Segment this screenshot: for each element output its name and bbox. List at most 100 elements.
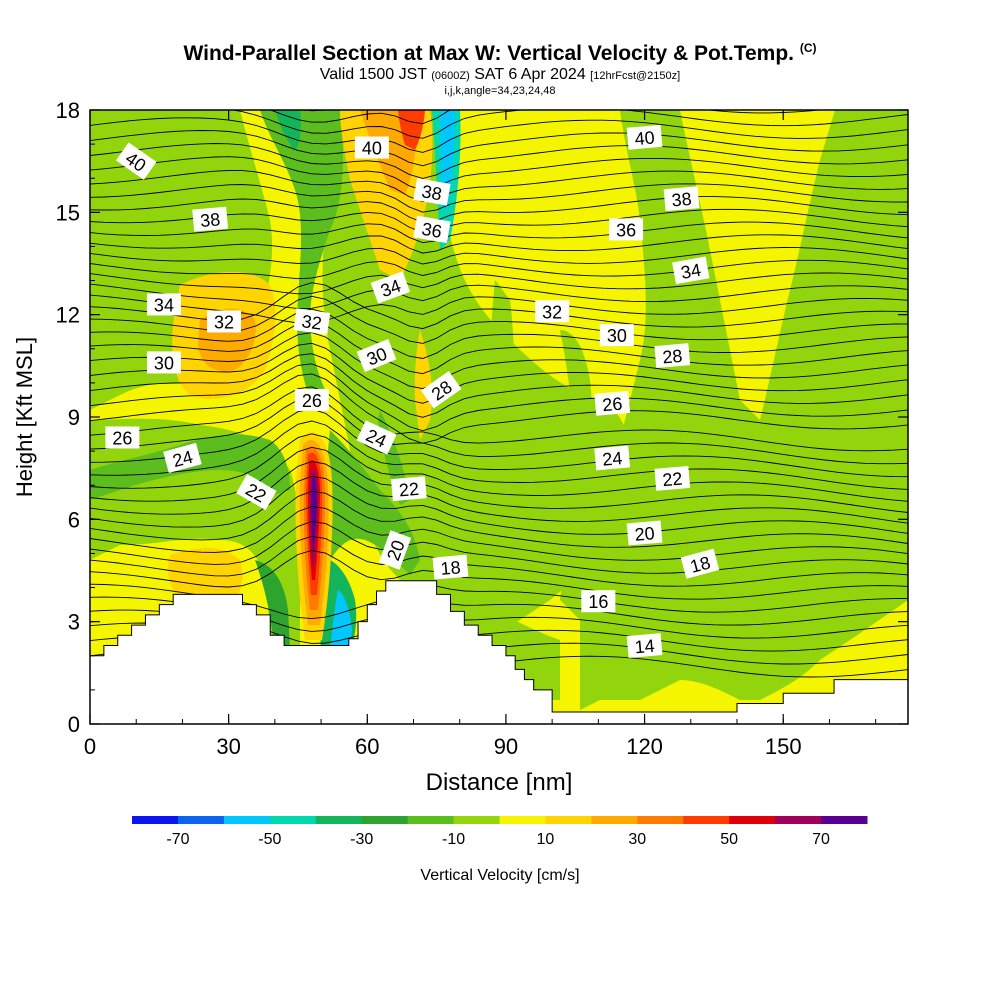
colorbar-swatch — [453, 816, 500, 824]
contour-label: 38 — [413, 178, 451, 206]
theta-contour-line — [90, 117, 908, 153]
colorbar-swatch — [315, 816, 363, 824]
theta-contour-line — [90, 461, 908, 524]
contour-label-text: 34 — [679, 260, 702, 283]
colorbar-tick-label: 30 — [628, 831, 646, 848]
contour-label-box — [420, 370, 462, 409]
x-tick-label: 90 — [494, 734, 518, 759]
colorbar-swatch — [545, 816, 592, 824]
colorbar-tick-label: -70 — [166, 831, 189, 848]
colorbar-label: Vertical Velocity [cm/s] — [420, 867, 579, 884]
colorbar-tick-label: -50 — [258, 831, 281, 848]
contour-label-text: 28 — [662, 346, 684, 368]
contour-label-text: 40 — [634, 127, 656, 149]
contour-label-box — [354, 136, 389, 159]
contour-label-box — [663, 186, 700, 212]
contour-label-box — [413, 215, 451, 244]
x-axis-label: Distance [nm] — [426, 769, 573, 796]
field-green-bottom-right — [460, 600, 560, 700]
contour-label: 36 — [609, 218, 644, 241]
contour-label-box — [609, 218, 644, 241]
contour-label-text: 26 — [302, 391, 322, 411]
theta-contour-line — [90, 550, 908, 600]
contour-label-box — [654, 465, 691, 491]
contour-label-text: 36 — [420, 219, 443, 242]
contour-label-box — [626, 520, 663, 546]
theta-contour-line — [90, 308, 908, 359]
theta-contour-line — [303, 110, 329, 112]
contour-label-text: 30 — [607, 326, 627, 346]
theta-contour-line — [90, 283, 908, 310]
contour-label-box — [192, 206, 229, 232]
contour-label-box — [581, 590, 616, 613]
contour-label: 20 — [626, 520, 663, 546]
contour-label-box — [413, 178, 451, 206]
theta-contour-line — [90, 535, 908, 587]
contour-label-text: 38 — [199, 209, 221, 231]
contour-label: 26 — [594, 390, 631, 416]
colorbar-swatch — [683, 816, 730, 824]
y-tick-label: 6 — [68, 507, 80, 532]
colorbar-swatch — [821, 816, 868, 824]
theta-contour-line — [90, 521, 908, 574]
field-medgreen-upper — [260, 110, 343, 400]
colorbar-tick-label: -10 — [442, 831, 465, 848]
copyright-mark: (C) — [799, 41, 817, 55]
colorbar-swatch — [407, 816, 455, 824]
contour-label-box — [356, 420, 397, 455]
x-tick-label: 60 — [355, 734, 379, 759]
contour-label: 30 — [599, 324, 634, 347]
theta-contour-line — [90, 408, 908, 478]
theta-contour-line — [90, 332, 908, 390]
colorbar-swatch — [729, 816, 776, 824]
field-cyan-lower — [330, 590, 352, 650]
colorbar-swatch — [269, 816, 317, 824]
contour-label-box — [680, 548, 720, 579]
contour-label: 34 — [672, 256, 710, 285]
contour-label-text: 24 — [601, 448, 623, 470]
contour-label: 26 — [294, 388, 329, 411]
x-tick-label: 0 — [84, 734, 96, 759]
contour-label: 34 — [146, 293, 181, 316]
contour-label-text: 16 — [588, 592, 608, 612]
theta-contour-line — [90, 363, 908, 432]
chart-subtitle: Valid 1500 JST (0600Z) SAT 6 Apr 2024 [1… — [319, 66, 681, 83]
contour-label-box — [626, 633, 663, 658]
contour-label-text: 26 — [112, 428, 132, 448]
contour-label: 36 — [413, 215, 451, 244]
contour-label-text: 14 — [634, 636, 656, 658]
contour-label-text: 30 — [154, 353, 174, 373]
contour-label-box — [370, 271, 411, 304]
contour-label: 24 — [594, 445, 631, 471]
contour-label: 14 — [626, 633, 663, 658]
contour-label-text: 18 — [440, 557, 462, 579]
field-darkgreen-upper — [275, 110, 301, 150]
contour-label-text: 36 — [616, 220, 636, 240]
contour-label-box — [626, 124, 663, 150]
contour-label-text: 32 — [214, 312, 234, 332]
contour-label-box — [599, 324, 634, 347]
contour-label: 22 — [390, 476, 427, 502]
contour-label-box — [115, 142, 157, 180]
theta-contour-line — [90, 143, 908, 179]
contour-label-box — [594, 445, 631, 471]
contour-label-box — [594, 390, 631, 416]
colorbar: -70 -50 -30 -10 10 30 50 70 — [132, 816, 868, 848]
theta-contour-line — [90, 196, 908, 223]
colorbar-swatch — [499, 816, 546, 824]
contour-label-box — [390, 476, 427, 502]
contour-label-box — [293, 308, 331, 335]
contour-label-text: 32 — [300, 311, 323, 334]
contour-label-box — [654, 343, 691, 369]
contour-label: 18 — [680, 548, 720, 579]
contour-label: 38 — [663, 186, 700, 212]
y-tick-label: 0 — [68, 712, 80, 737]
theta-contour-line — [90, 342, 908, 404]
theta-contour-line — [90, 373, 908, 444]
y-tick-label: 9 — [68, 405, 80, 430]
y-tick-label: 15 — [56, 200, 80, 225]
contour-label: 40 — [626, 124, 663, 150]
theta-contour-line — [90, 490, 908, 548]
